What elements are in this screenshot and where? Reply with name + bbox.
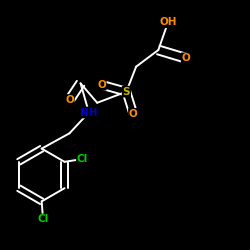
Text: Cl: Cl <box>38 214 49 224</box>
Text: O: O <box>182 53 190 63</box>
Text: S: S <box>123 87 130 97</box>
Text: O: O <box>65 95 74 105</box>
Text: NH: NH <box>80 108 98 118</box>
Text: O: O <box>97 80 106 90</box>
Text: O: O <box>129 109 138 119</box>
Text: Cl: Cl <box>77 154 88 164</box>
Text: OH: OH <box>159 17 177 27</box>
